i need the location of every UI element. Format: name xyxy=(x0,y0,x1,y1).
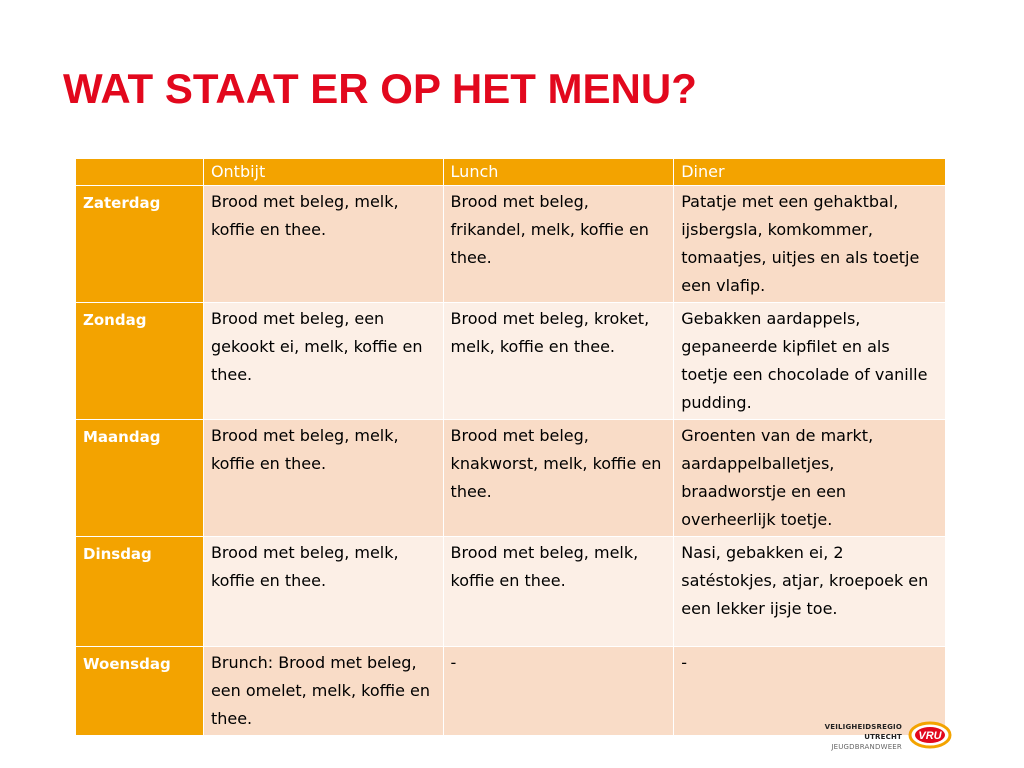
cell-lunch: Brood met beleg, frikandel, melk, koffie… xyxy=(442,185,675,303)
cell-ontbijt: Brunch: Brood met beleg, een omelet, mel… xyxy=(202,646,444,736)
cell-diner: Nasi, gebakken ei, 2 satéstokjes, atjar,… xyxy=(673,536,946,647)
logo-mark-text: VRU xyxy=(918,730,942,742)
menu-table: Ontbijt Lunch Diner Zaterdag Brood met b… xyxy=(75,158,946,736)
day-label: Zaterdag xyxy=(75,185,204,303)
table-row: Maandag Brood met beleg, melk, koffie en… xyxy=(75,419,946,537)
logo-text: VEILIGHEIDSREGIO UTRECHT JEUGDBRANDWEER xyxy=(790,722,902,752)
cell-diner: Groenten van de markt, aardappelballetje… xyxy=(673,419,946,537)
day-label: Dinsdag xyxy=(75,536,204,647)
cell-lunch: Brood met beleg, melk, koffie en thee. xyxy=(442,536,675,647)
day-label: Woensdag xyxy=(75,646,204,736)
day-label: Zondag xyxy=(75,302,204,420)
logo-org-subtitle: JEUGDBRANDWEER xyxy=(831,743,902,751)
vru-logo: VEILIGHEIDSREGIO UTRECHT JEUGDBRANDWEER … xyxy=(790,720,960,752)
page-title: WAT STAAT ER OP HET MENU? xyxy=(63,65,697,112)
table-row: Zondag Brood met beleg, een gekookt ei, … xyxy=(75,302,946,420)
table-row: Woensdag Brunch: Brood met beleg, een om… xyxy=(75,646,946,736)
cell-ontbijt: Brood met beleg, melk, koffie en thee. xyxy=(202,419,444,537)
menu-table-header: Ontbijt Lunch Diner xyxy=(75,158,946,186)
logo-org-name: VEILIGHEIDSREGIO UTRECHT xyxy=(824,723,902,741)
table-row: Dinsdag Brood met beleg, melk, koffie en… xyxy=(75,536,946,647)
cell-ontbijt: Brood met beleg, melk, koffie en thee. xyxy=(202,185,444,303)
header-ontbijt: Ontbijt xyxy=(202,158,444,186)
cell-ontbijt: Brood met beleg, een gekookt ei, melk, k… xyxy=(202,302,444,420)
cell-lunch: Brood met beleg, knakworst, melk, koffie… xyxy=(442,419,675,537)
table-row: Zaterdag Brood met beleg, melk, koffie e… xyxy=(75,185,946,303)
cell-diner: Gebakken aardappels, gepaneerde kipfilet… xyxy=(673,302,946,420)
header-row: Ontbijt Lunch Diner xyxy=(75,158,946,186)
header-corner xyxy=(75,158,204,186)
cell-lunch: Brood met beleg, kroket, melk, koffie en… xyxy=(442,302,675,420)
cell-diner: Patatje met een gehaktbal, ijsbergsla, k… xyxy=(673,185,946,303)
cell-lunch: - xyxy=(442,646,675,736)
day-label: Maandag xyxy=(75,419,204,537)
header-diner: Diner xyxy=(673,158,946,186)
header-lunch: Lunch xyxy=(442,158,675,186)
cell-diner: - xyxy=(673,646,946,736)
cell-ontbijt: Brood met beleg, melk, koffie en thee. xyxy=(202,536,444,647)
vru-logo-icon: VRU xyxy=(908,721,952,749)
